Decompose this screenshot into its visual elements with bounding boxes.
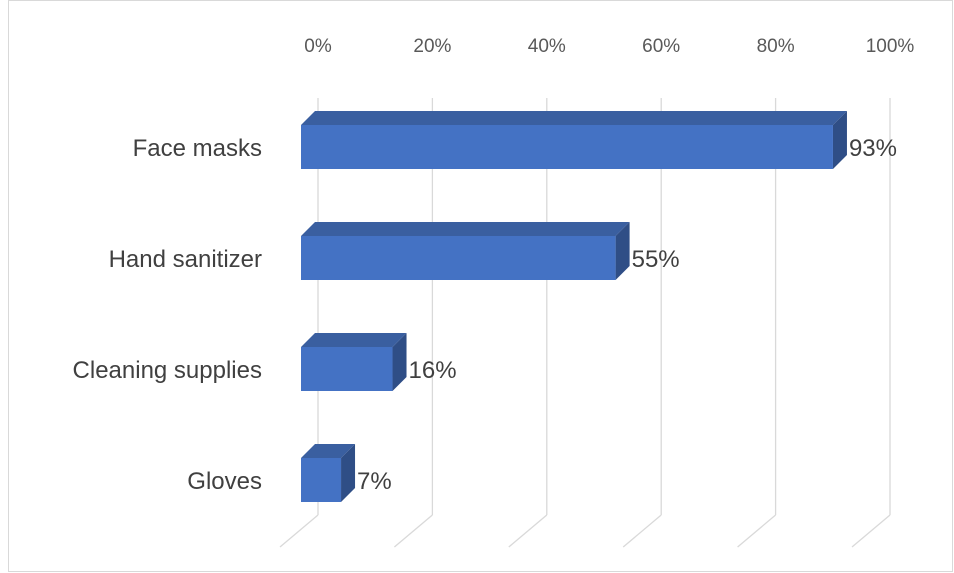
bar-top-face [301, 222, 630, 236]
category-label: Gloves [187, 468, 262, 495]
category-label: Face masks [133, 135, 262, 162]
floor-gridline-80 [737, 514, 777, 548]
data-label: 16% [409, 357, 457, 384]
bar-side-face [832, 111, 847, 169]
bar-top-face [301, 111, 847, 125]
category-label: Hand sanitizer [109, 246, 262, 273]
data-label: 55% [632, 246, 680, 273]
bar [301, 333, 407, 391]
data-label: 7% [357, 468, 392, 495]
bar [301, 222, 630, 280]
floor-gridline-40 [508, 514, 548, 548]
bar [301, 444, 356, 502]
floor-gridline-20 [393, 514, 433, 548]
x-tick-label: 100% [866, 36, 915, 57]
data-label: 93% [849, 135, 897, 162]
bar-side-face [341, 444, 356, 502]
floor-gridline-100 [851, 514, 891, 548]
bar [301, 111, 847, 169]
x-tick-label: 40% [528, 36, 566, 57]
floor-gridline-60 [622, 514, 662, 548]
chart-frame [8, 0, 953, 572]
bar-front-face [301, 458, 342, 502]
category-label: Cleaning supplies [73, 357, 262, 384]
bar-top-face [301, 444, 356, 458]
bars [301, 111, 847, 502]
x-tick-label: 80% [757, 36, 795, 57]
bar-front-face [301, 236, 616, 280]
x-tick-label: 20% [413, 36, 451, 57]
x-tick-label: 0% [304, 36, 332, 57]
x-axis-ticks: 0% 20% 40% 60% 80% 100% [304, 36, 914, 57]
bar-side-face [615, 222, 630, 280]
data-labels: 93% 55% 16% 7% [357, 135, 897, 495]
floor-gridline-0 [279, 514, 319, 548]
bar-front-face [301, 347, 393, 391]
category-labels: Face masks Hand sanitizer Cleaning supplie… [73, 135, 262, 495]
bar-top-face [301, 333, 407, 347]
bar-front-face [301, 125, 833, 169]
x-tick-label: 60% [642, 36, 680, 57]
bar-side-face [392, 333, 407, 391]
